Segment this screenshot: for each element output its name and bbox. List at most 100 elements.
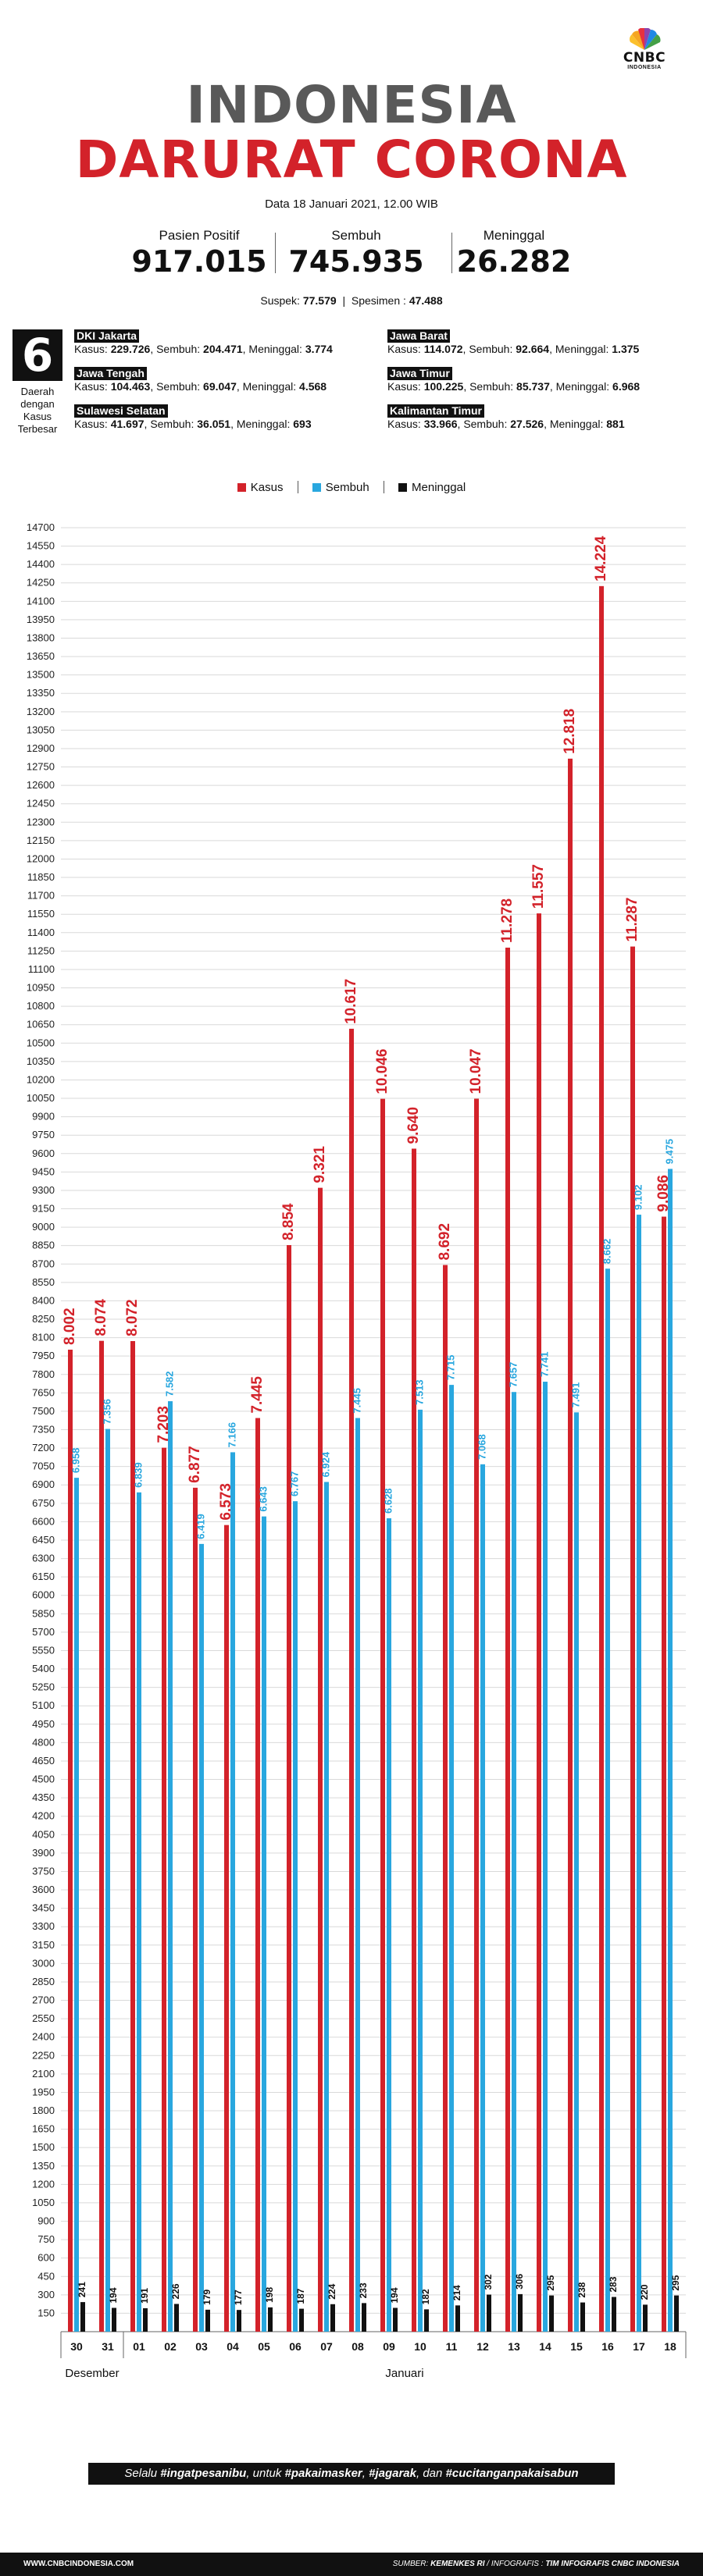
region-item: Jawa Tengah Kasus: 104.463, Sembuh: 69.0… (74, 367, 327, 393)
month-label: Desember (65, 2367, 119, 2380)
y-tick-label: 14250 (27, 577, 55, 589)
bar-meninggal (362, 2303, 366, 2332)
data-label-kasus: 14.224 (593, 535, 609, 582)
data-label-kasus: 10.617 (343, 979, 359, 1024)
bar-kasus (287, 1245, 291, 2332)
data-label-kasus: 7.203 (155, 1406, 172, 1443)
chart-legend: Kasus Sembuh Meninggal (0, 481, 703, 494)
y-tick-label: 2550 (32, 2012, 55, 2024)
data-label-meninggal: 295 (545, 2275, 556, 2290)
bar-sembuh (480, 1464, 485, 2332)
y-tick-label: 1500 (32, 2141, 55, 2153)
y-tick-label: 6000 (32, 1589, 55, 1601)
y-tick-label: 7050 (32, 1461, 55, 1472)
y-tick-label: 2700 (32, 1994, 55, 2006)
y-tick-label: 3450 (32, 1902, 55, 1914)
bar-kasus (255, 1418, 260, 2332)
y-tick-label: 7650 (32, 1386, 55, 1398)
y-tick-label: 3150 (32, 1939, 55, 1951)
y-tick-label: 5850 (32, 1607, 55, 1619)
y-tick-label: 6150 (32, 1571, 55, 1582)
title-line-1: INDONESIA (186, 75, 517, 135)
region-item: Sulawesi Selatan Kasus: 41.697, Sembuh: … (74, 404, 312, 431)
bar-kasus (349, 1028, 354, 2332)
y-tick-label: 450 (37, 2270, 55, 2282)
bar-sembuh (199, 1543, 204, 2332)
y-tick-label: 8850 (32, 1240, 55, 1251)
stat-value: 26.282 (456, 244, 572, 279)
legend-swatch (398, 483, 408, 492)
data-label-sembuh: 7.068 (476, 1434, 487, 1460)
data-date: Data 18 Januari 2021, 12.00 WIB (265, 197, 438, 211)
x-tick-label: 31 (102, 2340, 114, 2353)
data-label-sembuh: 6.924 (319, 1451, 331, 1477)
spesimen-label: Spesimen : (351, 294, 409, 307)
stat-label: Sembuh (331, 228, 381, 243)
bar-sembuh (605, 1268, 610, 2332)
y-tick-label: 300 (37, 2289, 55, 2300)
y-tick-label: 13350 (27, 687, 55, 699)
y-tick-label: 10500 (27, 1037, 55, 1048)
legend-item-meninggal: Meninggal (398, 481, 466, 494)
legend-swatch (312, 483, 321, 492)
data-label-sembuh: 6.958 (70, 1448, 81, 1474)
data-label-sembuh: 6.643 (257, 1486, 269, 1512)
y-tick-label: 14700 (27, 521, 55, 533)
data-label-sembuh: 6.839 (132, 1462, 144, 1488)
data-label-sembuh: 7.166 (226, 1422, 237, 1448)
legend-label: Kasus (250, 481, 284, 494)
bar-meninggal (268, 2307, 273, 2332)
y-tick-label: 13950 (27, 614, 55, 625)
bar-sembuh (668, 1169, 673, 2332)
suspek-line: Suspek: 77.579 | Spesimen : 47.488 (260, 294, 443, 307)
y-tick-label: 6300 (32, 1553, 55, 1564)
data-label-kasus: 6.877 (187, 1446, 203, 1483)
y-tick-label: 9300 (32, 1184, 55, 1196)
y-tick-label: 12000 (27, 852, 55, 864)
y-tick-label: 13650 (27, 650, 55, 662)
bar-meninggal (299, 2308, 304, 2332)
x-tick-label: 13 (508, 2340, 520, 2353)
y-tick-label: 11400 (27, 927, 55, 938)
data-label-sembuh: 7.513 (413, 1379, 425, 1405)
legend-swatch (237, 483, 246, 492)
bar-meninggal (643, 2304, 648, 2332)
y-tick-label: 8250 (32, 1313, 55, 1325)
bar-kasus (443, 1265, 448, 2332)
hashtag: #pakaimasker (284, 2467, 362, 2480)
y-tick-label: 4350 (32, 1791, 55, 1803)
bar-sembuh (168, 1401, 173, 2332)
y-tick-label: 14100 (27, 595, 55, 607)
data-label-kasus: 11.557 (530, 864, 547, 909)
y-tick-label: 5700 (32, 1626, 55, 1638)
y-tick-label: 3000 (32, 1957, 55, 1969)
y-tick-label: 1950 (32, 2086, 55, 2097)
footer-source: SUMBER: KEMENKES RI / INFOGRAFIS : TIM I… (392, 2560, 680, 2568)
data-label-meninggal: 224 (327, 2283, 337, 2299)
bar-kasus (568, 758, 573, 2332)
stat-value: 745.935 (288, 244, 424, 279)
legend-label: Sembuh (325, 481, 369, 494)
bar-sembuh (74, 1478, 79, 2332)
bar-kasus (380, 1098, 385, 2332)
y-tick-label: 3750 (32, 1865, 55, 1877)
y-tick-label: 10800 (27, 1000, 55, 1012)
y-tick-label: 5250 (32, 1681, 55, 1693)
x-tick-label: 15 (570, 2340, 583, 2353)
bar-meninggal (424, 2309, 429, 2332)
y-tick-label: 1200 (32, 2178, 55, 2190)
y-tick-label: 6450 (32, 1534, 55, 1546)
data-label-meninggal: 241 (77, 2282, 87, 2297)
bar-kasus (68, 1349, 73, 2332)
region-item: Kalimantan Timur Kasus: 33.966, Sembuh: … (387, 404, 625, 431)
y-tick-label: 13500 (27, 669, 55, 681)
logo-sub: INDONESIA (627, 65, 662, 70)
bar-sembuh (324, 1482, 329, 2332)
x-tick-label: 11 (446, 2340, 458, 2353)
data-label-sembuh: 9.102 (632, 1185, 644, 1211)
bar-kasus (99, 1340, 104, 2332)
bar-meninggal (174, 2304, 179, 2332)
daily-cases-chart: 150 300 450 600 750 900 1050 1200 1350 1500 1650 18… (27, 521, 687, 2380)
data-label-kasus: 8.854 (280, 1203, 297, 1240)
y-tick-label: 10650 (27, 1019, 55, 1030)
